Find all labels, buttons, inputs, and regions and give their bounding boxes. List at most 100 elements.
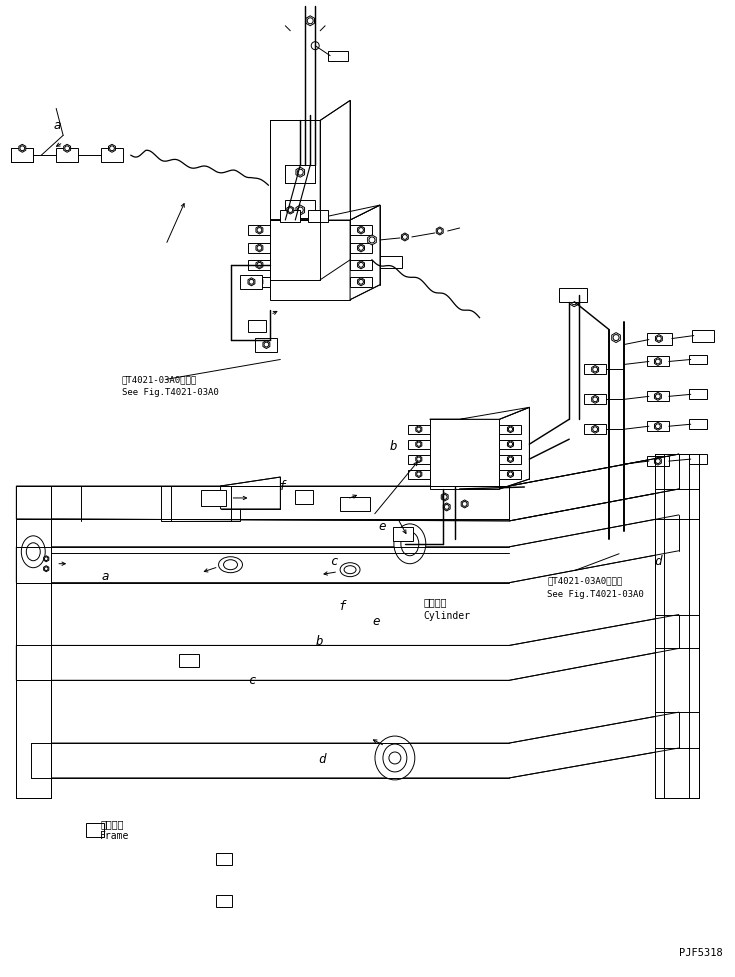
Polygon shape [500, 407, 529, 489]
Bar [500, 441, 521, 449]
Polygon shape [357, 278, 365, 286]
Text: フレーム: フレーム [100, 818, 123, 828]
Text: a: a [102, 570, 110, 582]
Polygon shape [270, 121, 320, 280]
Ellipse shape [340, 563, 360, 577]
Polygon shape [287, 207, 294, 215]
Bar [689, 420, 707, 430]
Circle shape [571, 299, 577, 306]
Bar [285, 201, 315, 219]
Circle shape [417, 473, 421, 477]
Polygon shape [507, 471, 514, 478]
Polygon shape [654, 359, 662, 366]
Circle shape [656, 459, 660, 464]
Text: PJF5318: PJF5318 [679, 948, 723, 957]
Text: 第T4021-03A0図参照: 第T4021-03A0図参照 [548, 576, 623, 585]
Circle shape [442, 495, 447, 500]
Circle shape [257, 263, 262, 268]
Circle shape [307, 19, 313, 24]
Polygon shape [416, 456, 422, 463]
Text: b: b [390, 440, 398, 452]
Polygon shape [350, 206, 380, 300]
Bar [689, 390, 707, 400]
Bar [647, 358, 669, 367]
Circle shape [359, 280, 363, 285]
Polygon shape [507, 456, 514, 463]
Polygon shape [109, 146, 115, 153]
Polygon shape [612, 333, 620, 343]
Bar [647, 392, 669, 402]
Bar [647, 422, 669, 432]
Text: d: d [654, 554, 662, 568]
Bar [350, 277, 372, 287]
Text: e: e [378, 520, 385, 532]
Polygon shape [306, 17, 315, 26]
Polygon shape [592, 366, 598, 374]
Polygon shape [32, 712, 679, 778]
Polygon shape [256, 278, 263, 286]
Bar [248, 226, 270, 235]
Bar [380, 257, 402, 269]
Polygon shape [43, 566, 49, 573]
Circle shape [592, 367, 598, 372]
Text: f: f [338, 599, 345, 612]
Bar [350, 243, 372, 254]
Polygon shape [656, 335, 662, 343]
Bar [500, 426, 521, 435]
Polygon shape [161, 487, 240, 522]
Circle shape [417, 457, 421, 462]
Polygon shape [16, 516, 679, 583]
Polygon shape [570, 297, 578, 308]
Ellipse shape [375, 737, 415, 780]
Polygon shape [507, 442, 514, 448]
Bar [689, 356, 707, 365]
Polygon shape [296, 168, 304, 178]
Bar [430, 420, 500, 489]
Text: f: f [279, 480, 286, 492]
Text: e: e [372, 614, 379, 627]
Ellipse shape [21, 536, 46, 568]
Polygon shape [64, 146, 71, 153]
Polygon shape [357, 227, 365, 234]
Polygon shape [256, 244, 263, 253]
Bar [240, 276, 262, 289]
Bar [350, 226, 372, 235]
Circle shape [656, 424, 660, 429]
Bar [285, 166, 315, 184]
Bar [647, 456, 669, 467]
Circle shape [437, 230, 442, 234]
Polygon shape [654, 393, 662, 401]
Polygon shape [296, 206, 304, 216]
Polygon shape [43, 556, 49, 562]
Polygon shape [654, 457, 662, 466]
Text: c: c [330, 554, 337, 568]
Bar [280, 211, 301, 223]
Bar [56, 149, 78, 163]
Circle shape [288, 208, 293, 213]
Polygon shape [416, 442, 422, 448]
Bar [295, 490, 313, 504]
Bar [584, 395, 606, 404]
Polygon shape [592, 396, 598, 404]
Circle shape [509, 457, 512, 462]
Text: シリンダ: シリンダ [424, 597, 448, 607]
Polygon shape [220, 478, 280, 509]
Circle shape [656, 395, 660, 400]
Bar [647, 333, 672, 345]
Polygon shape [19, 146, 26, 153]
Circle shape [369, 237, 375, 243]
Ellipse shape [383, 744, 407, 772]
Bar [248, 277, 270, 287]
Circle shape [257, 229, 262, 234]
Circle shape [417, 428, 421, 432]
Circle shape [264, 343, 269, 348]
Text: d: d [318, 752, 326, 765]
Circle shape [297, 208, 304, 214]
Bar [215, 853, 232, 865]
Circle shape [359, 229, 363, 234]
Circle shape [656, 360, 660, 364]
Text: c: c [248, 673, 256, 687]
Bar [256, 338, 277, 352]
Polygon shape [401, 234, 409, 241]
Polygon shape [270, 206, 380, 221]
